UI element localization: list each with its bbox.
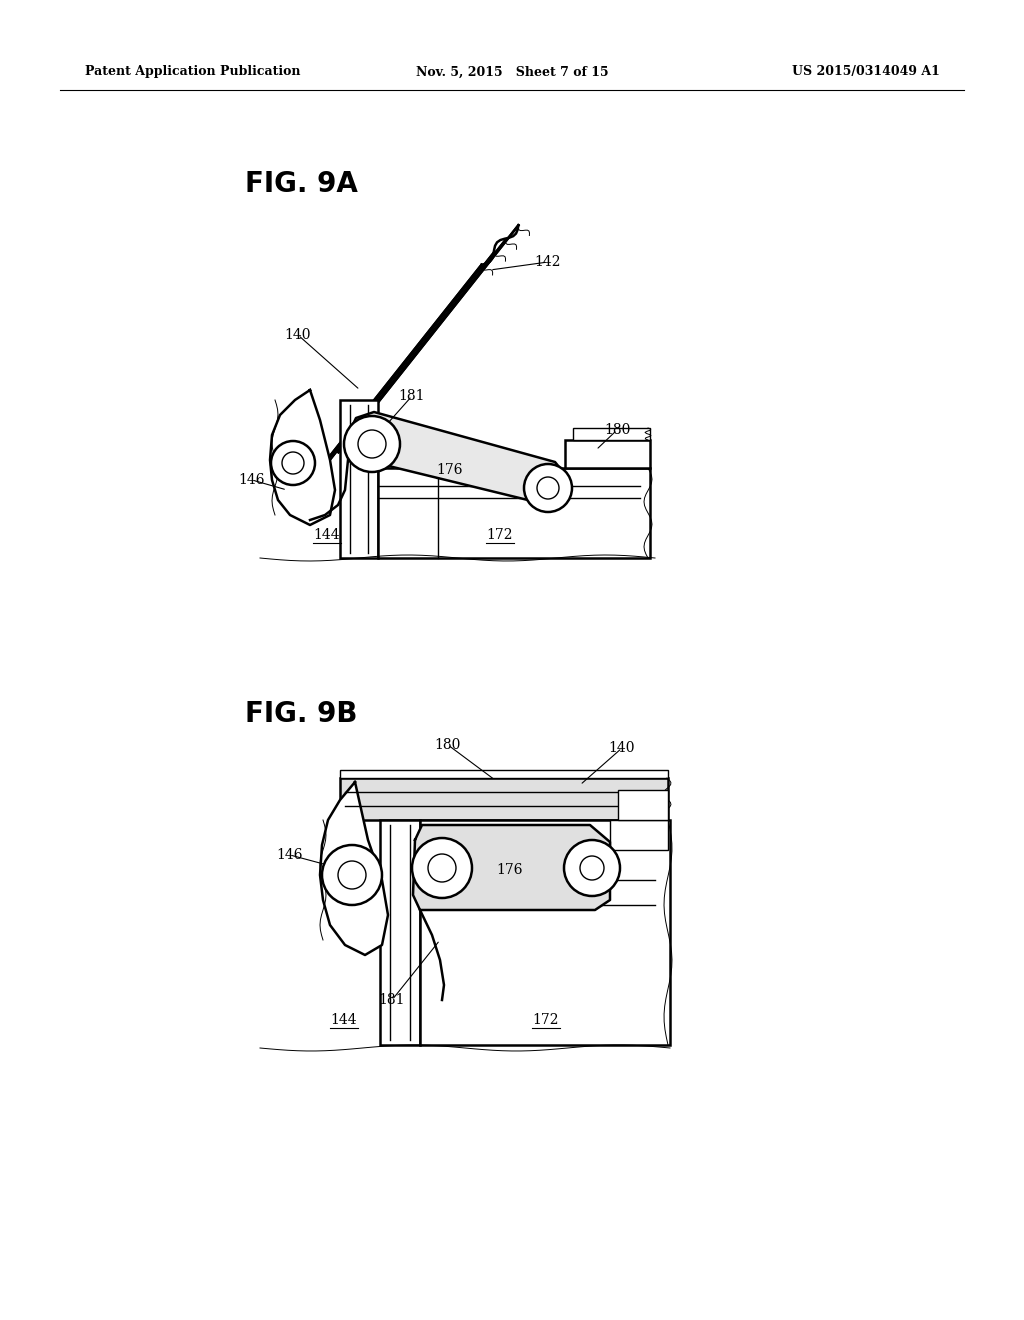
Text: 176: 176 [437,463,463,477]
Text: 142: 142 [535,255,561,269]
Text: 172: 172 [486,528,513,543]
Bar [340,770,668,777]
Text: 176: 176 [497,863,523,876]
Bar [618,789,668,820]
Text: 146: 146 [276,847,303,862]
Text: FIG. 9A: FIG. 9A [245,170,357,198]
Text: 181: 181 [379,993,406,1007]
Text: 180: 180 [435,738,461,752]
Bar [378,469,650,558]
Bar [565,440,650,469]
Polygon shape [270,389,335,525]
Circle shape [282,451,304,474]
Text: 181: 181 [398,389,425,403]
Circle shape [580,855,604,880]
Bar [340,777,668,820]
Polygon shape [348,412,568,503]
Text: 180: 180 [604,422,630,437]
Circle shape [428,854,456,882]
Circle shape [344,416,400,473]
Text: 140: 140 [608,741,635,755]
Text: US 2015/0314049 A1: US 2015/0314049 A1 [793,66,940,78]
Text: Nov. 5, 2015   Sheet 7 of 15: Nov. 5, 2015 Sheet 7 of 15 [416,66,608,78]
Text: 140: 140 [285,327,311,342]
Text: FIG. 9B: FIG. 9B [245,700,357,729]
Text: 144: 144 [313,528,340,543]
Bar [340,400,378,558]
Bar [380,820,420,1045]
Text: 172: 172 [532,1012,559,1027]
Bar [420,820,670,1045]
Text: 144: 144 [331,1012,357,1027]
Polygon shape [413,825,610,909]
Circle shape [322,845,382,906]
Circle shape [537,477,559,499]
Circle shape [564,840,620,896]
Bar [573,428,650,440]
Circle shape [524,465,572,512]
Circle shape [358,430,386,458]
Circle shape [412,838,472,898]
Circle shape [271,441,315,484]
Text: 146: 146 [239,473,265,487]
Bar [610,820,668,850]
Text: Patent Application Publication: Patent Application Publication [85,66,300,78]
Circle shape [338,861,366,888]
Polygon shape [302,226,518,492]
Polygon shape [319,781,388,954]
